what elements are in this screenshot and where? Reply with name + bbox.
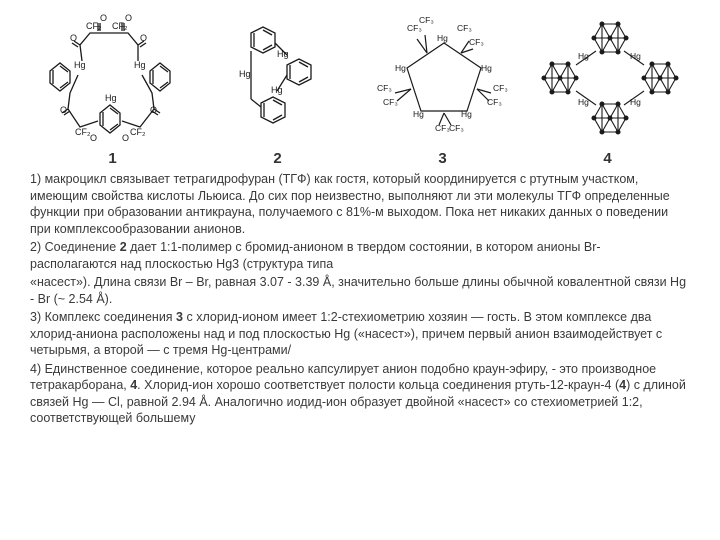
- label-3: 3: [360, 150, 525, 167]
- structure-3-svg: Hg Hg Hg Hg Hg CF₃ CF₃ CF₃ CF₃ CF₃ CF₃ CF₃ C…: [369, 13, 519, 143]
- svg-text:CF₃: CF₃: [469, 37, 484, 47]
- structure-3: Hg Hg Hg Hg Hg CF₃ CF₃ CF₃ CF₃ CF₃ CF₃ CF₃ C…: [368, 13, 521, 143]
- label-4: 4: [525, 150, 690, 167]
- svg-text:CF₃: CF₃: [419, 15, 434, 25]
- structure-2-svg: Hg Hg Hg: [221, 13, 341, 143]
- p3a: 3) Комплекс соединения: [30, 310, 176, 324]
- para-2a: 2) Соединение 2 дает 1:1-полимер с броми…: [30, 239, 690, 272]
- p2a: 2) Соединение: [30, 240, 120, 254]
- structure-4: Hg Hg Hg Hg: [530, 13, 690, 143]
- svg-text:Hg: Hg: [578, 51, 589, 61]
- svg-text:CF₃: CF₃: [377, 83, 392, 93]
- p1-text: 1) макроцикл связывает тетрагидрофуран (…: [30, 172, 670, 236]
- body-text: 1) макроцикл связывает тетрагидрофуран (…: [30, 171, 690, 429]
- svg-text:Hg: Hg: [461, 109, 472, 119]
- svg-text:CF₃: CF₃: [383, 97, 398, 107]
- label-2: 2: [195, 150, 360, 167]
- structure-1: Hg Hg Hg CF₂CF₂ OO OO OO CF₂CF₂ OO: [30, 13, 195, 143]
- svg-text:Hg: Hg: [134, 60, 146, 70]
- svg-text:Hg: Hg: [395, 63, 406, 73]
- svg-text:Hg: Hg: [578, 97, 589, 107]
- para-3: 3) Комплекс соединения 3 с хлорид-ионом …: [30, 309, 690, 359]
- p2b: 2: [120, 240, 127, 254]
- svg-text:CF₃: CF₃: [435, 123, 450, 133]
- svg-text:O: O: [70, 33, 77, 43]
- figures-row: Hg Hg Hg CF₂CF₂ OO OO OO CF₂CF₂ OO: [30, 8, 690, 148]
- para-2b: «насест»). Длина связи Br – Br, равная 3…: [30, 274, 690, 307]
- structure-2: Hg Hg Hg: [205, 13, 358, 143]
- svg-text:O: O: [122, 133, 129, 143]
- figure-labels: 1 2 3 4: [30, 150, 690, 167]
- svg-text:O: O: [90, 133, 97, 143]
- svg-text:Hg: Hg: [481, 63, 492, 73]
- svg-text:Hg: Hg: [630, 51, 641, 61]
- svg-text:CF₂: CF₂: [130, 127, 146, 137]
- svg-text:Hg: Hg: [105, 93, 117, 103]
- svg-text:O: O: [125, 13, 132, 23]
- p2d: «насест»). Длина связи Br – Br, равная 3…: [30, 275, 686, 306]
- svg-text:Hg: Hg: [277, 49, 289, 59]
- svg-text:CF₃: CF₃: [457, 23, 472, 33]
- svg-text:Hg: Hg: [239, 69, 251, 79]
- page-root: Hg Hg Hg CF₂CF₂ OO OO OO CF₂CF₂ OO: [0, 0, 720, 540]
- para-4: 4) Единственное соединение, которое реал…: [30, 361, 690, 427]
- svg-text:Hg: Hg: [413, 109, 424, 119]
- svg-text:Hg: Hg: [437, 33, 448, 43]
- svg-text:O: O: [100, 13, 107, 23]
- label-1: 1: [30, 150, 195, 167]
- structure-1-svg: Hg Hg Hg CF₂CF₂ OO OO OO CF₂CF₂ OO: [30, 13, 195, 143]
- svg-text:Hg: Hg: [630, 97, 641, 107]
- p3b: 3: [176, 310, 183, 324]
- svg-text:Hg: Hg: [271, 85, 283, 95]
- para-1: 1) макроцикл связывает тетрагидрофуран (…: [30, 171, 690, 237]
- structure-4-svg: Hg Hg Hg Hg: [530, 13, 690, 143]
- svg-text:CF₃: CF₃: [487, 97, 502, 107]
- svg-text:CF₂: CF₂: [75, 127, 91, 137]
- svg-text:CF₃: CF₃: [493, 83, 508, 93]
- p4c: . Хлорид-ион хорошо соответствует полост…: [137, 378, 619, 392]
- svg-text:Hg: Hg: [74, 60, 86, 70]
